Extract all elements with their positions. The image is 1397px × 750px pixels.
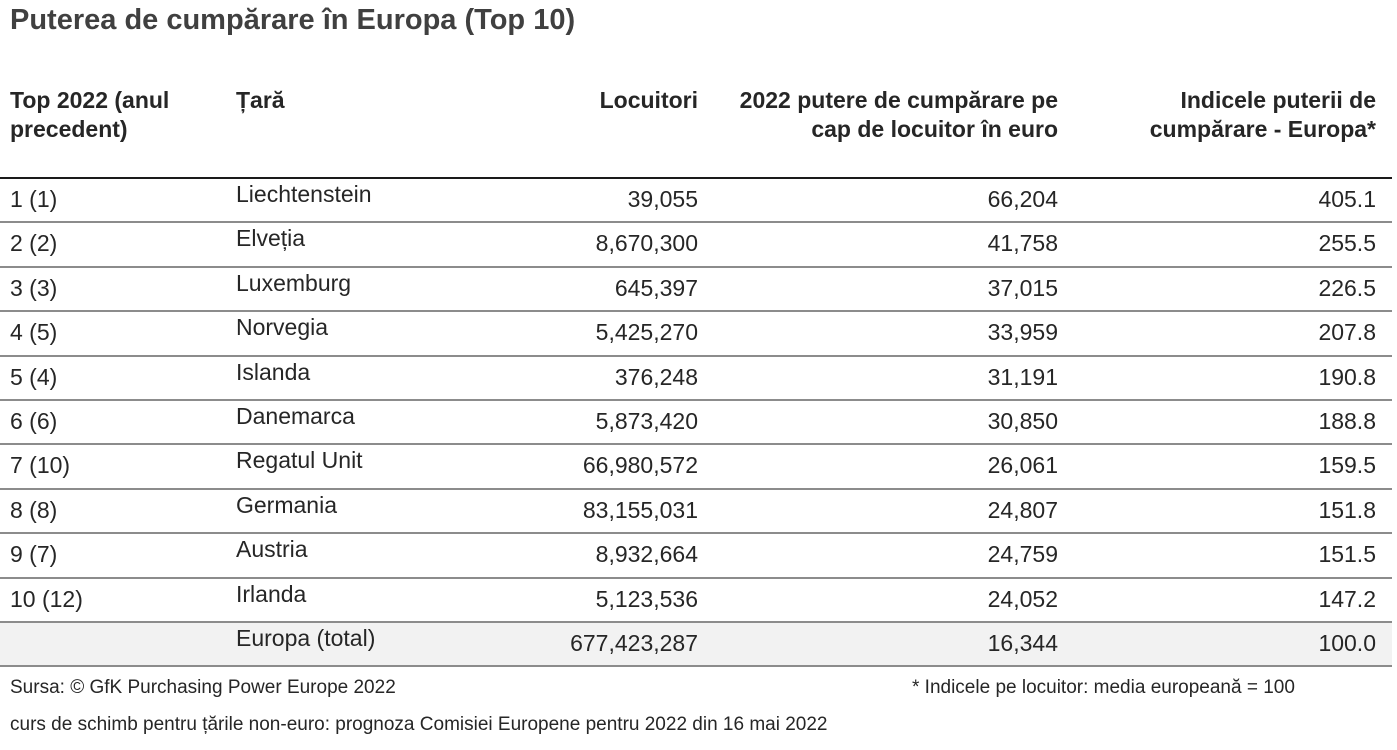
ppp-cell: 24,759	[987, 541, 1058, 568]
index-cell: 207.8	[1318, 319, 1376, 346]
ppp-cell: 24,052	[987, 585, 1058, 612]
population-cell: 677,423,287	[570, 629, 698, 656]
ppp-cell: 24,807	[987, 496, 1058, 523]
table-row-total: Europa (total) 677,423,287 16,344 100.0	[0, 622, 1392, 668]
population-cell: 5,123,536	[595, 585, 698, 612]
ppp-cell: 41,758	[987, 230, 1058, 257]
header-divider	[0, 177, 1392, 179]
ppp-cell: 16,344	[987, 629, 1058, 656]
header-country: Țară	[236, 87, 285, 113]
country-cell: Austria	[236, 536, 308, 563]
country-cell: Regatul Unit	[236, 447, 363, 474]
table-row: 5 (4) Islanda 376,248 31,191 190.8	[0, 357, 1392, 401]
population-cell: 8,670,300	[595, 230, 698, 257]
population-cell: 645,397	[614, 274, 698, 301]
population-cell: 5,425,270	[595, 319, 698, 346]
table-row: 7 (10) Regatul Unit 66,980,572 26,061 15…	[0, 445, 1392, 490]
index-cell: 188.8	[1318, 407, 1376, 434]
table-row: 9 (7) Austria 8,932,664 24,759 151.5	[0, 534, 1392, 579]
index-cell: 100.0	[1318, 629, 1376, 656]
population-cell: 8,932,664	[595, 541, 698, 568]
rank-cell: 5 (4)	[10, 363, 58, 390]
country-cell: Danemarca	[236, 402, 355, 429]
table-row: 6 (6) Danemarca 5,873,420 30,850 188.8	[0, 401, 1392, 446]
rank-cell: 2 (2)	[10, 230, 58, 257]
table-row: 3 (3) Luxemburg 645,397 37,015 226.5	[0, 268, 1392, 313]
population-cell: 376,248	[614, 363, 698, 390]
population-cell: 66,980,572	[582, 452, 698, 479]
ppp-cell: 26,061	[987, 452, 1058, 479]
rank-cell: 3 (3)	[10, 274, 58, 301]
population-cell: 5,873,420	[595, 407, 698, 434]
country-cell: Islanda	[236, 358, 311, 385]
rank-cell: 4 (5)	[10, 319, 58, 346]
page-title: Puterea de cumpărare în Europa (Top 10)	[10, 4, 576, 36]
table-row: 1 (1) Liechtenstein 39,055 66,204 405.1	[0, 179, 1392, 224]
index-cell: 255.5	[1318, 230, 1376, 257]
index-cell: 151.8	[1318, 496, 1376, 523]
table-row: 4 (5) Norvegia 5,425,270 33,959 207.8	[0, 312, 1392, 357]
header-rank: Top 2022 (anul precedent)	[10, 87, 170, 142]
country-cell: Liechtenstein	[236, 181, 372, 207]
ppp-cell: 30,850	[987, 407, 1058, 434]
ppp-cell: 66,204	[987, 186, 1058, 212]
index-cell: 147.2	[1318, 585, 1376, 612]
source-note: Sursa: © GfK Purchasing Power Europe 202…	[10, 677, 396, 698]
index-cell: 151.5	[1318, 541, 1376, 568]
country-cell: Elveția	[236, 225, 306, 252]
rank-cell: 10 (12)	[10, 585, 83, 612]
index-cell: 159.5	[1318, 452, 1376, 479]
population-cell: 83,155,031	[582, 496, 698, 523]
index-cell: 190.8	[1318, 363, 1376, 390]
rank-cell: 8 (8)	[10, 496, 58, 523]
ppp-cell: 31,191	[987, 363, 1058, 390]
country-cell: Norvegia	[236, 314, 329, 341]
exchange-rate-note: curs de schimb pentru țările non-euro: p…	[10, 714, 828, 735]
table-body: 1 (1) Liechtenstein 39,055 66,204 405.1 …	[0, 179, 1392, 668]
ppp-cell: 33,959	[987, 319, 1058, 346]
population-cell: 39,055	[627, 186, 698, 212]
country-cell: Irlanda	[236, 580, 307, 607]
rank-cell: 1 (1)	[10, 186, 58, 212]
rank-cell: 7 (10)	[10, 452, 71, 479]
country-cell: Europa (total)	[236, 624, 376, 651]
ppp-cell: 37,015	[987, 274, 1058, 301]
rank-cell: 9 (7)	[10, 541, 58, 568]
header-population: Locuitori	[599, 87, 698, 113]
header-ppp: 2022 putere de cumpărare pe cap de locui…	[739, 87, 1058, 142]
rank-cell: 6 (6)	[10, 407, 58, 434]
table-row: 10 (12) Irlanda 5,123,536 24,052 147.2	[0, 579, 1392, 623]
table-row: 8 (8) Germania 83,155,031 24,807 151.8	[0, 490, 1392, 535]
index-footnote: * Indicele pe locuitor: media europeană …	[912, 677, 1295, 698]
header-index: Indicele puterii de cumpărare - Europa*	[1149, 87, 1376, 142]
country-cell: Luxemburg	[236, 269, 352, 296]
country-cell: Germania	[236, 491, 337, 518]
table-row: 2 (2) Elveția 8,670,300 41,758 255.5	[0, 223, 1392, 268]
index-cell: 405.1	[1318, 186, 1376, 212]
index-cell: 226.5	[1318, 274, 1376, 301]
